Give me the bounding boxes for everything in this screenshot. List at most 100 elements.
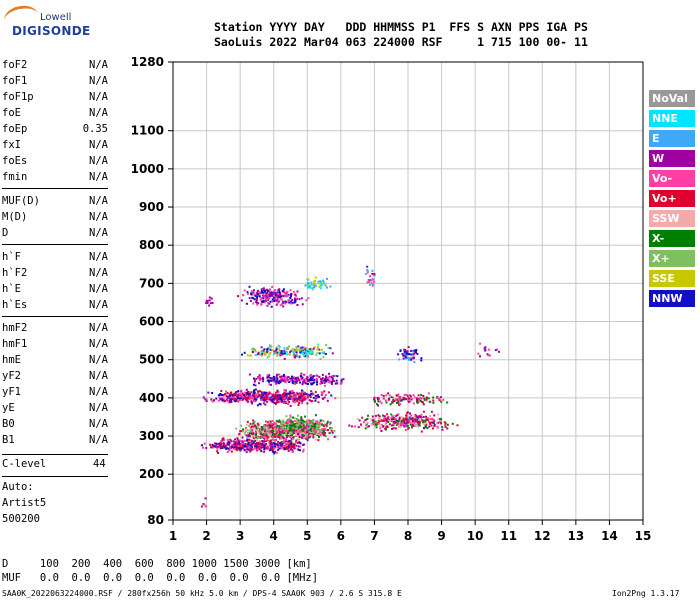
- data-point: [276, 351, 279, 354]
- data-point: [416, 352, 419, 355]
- data-point: [274, 394, 277, 396]
- logo-company: Lowell: [40, 12, 72, 23]
- data-point: [220, 445, 223, 448]
- data-point: [330, 429, 333, 432]
- data-point: [298, 421, 301, 424]
- data-point: [252, 440, 255, 443]
- data-point: [329, 380, 331, 383]
- x-tick-label: 10: [467, 529, 484, 543]
- x-tick-label: 14: [601, 529, 618, 543]
- data-point: [242, 294, 244, 297]
- param-name: yF1: [2, 386, 21, 398]
- data-point: [327, 346, 330, 349]
- param-value: N/A: [89, 107, 108, 119]
- data-point: [399, 349, 402, 352]
- data-point: [410, 420, 412, 423]
- data-point: [286, 376, 289, 379]
- param-value: N/A: [89, 251, 108, 263]
- data-point: [293, 428, 296, 431]
- data-point: [321, 377, 324, 380]
- data-point: [247, 395, 250, 398]
- data-point: [402, 417, 405, 420]
- data-point: [218, 442, 221, 445]
- data-point: [275, 349, 278, 352]
- data-point: [403, 421, 405, 423]
- data-point: [306, 380, 309, 383]
- param-value: N/A: [89, 386, 108, 398]
- data-point: [385, 394, 388, 397]
- data-point: [305, 350, 308, 353]
- data-point: [269, 422, 272, 425]
- data-point: [362, 421, 365, 424]
- data-point: [300, 419, 303, 422]
- param-name: yF2: [2, 370, 21, 382]
- separator: [2, 188, 108, 189]
- data-point: [275, 299, 278, 302]
- data-point: [296, 430, 299, 433]
- data-point: [311, 287, 313, 290]
- data-point: [417, 394, 420, 397]
- data-point: [304, 421, 307, 424]
- data-point: [222, 445, 225, 448]
- data-point: [271, 285, 274, 288]
- data-point: [223, 398, 225, 401]
- data-point: [293, 447, 296, 450]
- data-point: [230, 450, 233, 453]
- data-point: [306, 436, 308, 439]
- data-point: [379, 400, 382, 403]
- data-point: [425, 423, 428, 426]
- data-point: [260, 446, 263, 449]
- data-point: [234, 438, 237, 441]
- param-name: hmF2: [2, 322, 28, 334]
- data-point: [293, 383, 296, 385]
- data-point: [294, 377, 297, 380]
- data-point: [403, 393, 406, 396]
- data-point: [249, 448, 252, 451]
- data-point: [242, 430, 244, 433]
- data-point: [307, 436, 310, 439]
- param-name: hmF1: [2, 338, 28, 350]
- data-point: [257, 302, 260, 305]
- data-point: [429, 418, 432, 421]
- data-point: [408, 416, 411, 419]
- data-point: [269, 398, 272, 401]
- data-point: [437, 413, 440, 416]
- data-point: [299, 347, 302, 349]
- data-point: [269, 379, 272, 382]
- data-point: [241, 398, 244, 401]
- data-point: [271, 397, 274, 400]
- data-point: [280, 352, 283, 355]
- x-tick-label: 3: [236, 529, 244, 543]
- data-point: [296, 400, 299, 403]
- data-point: [415, 421, 418, 424]
- data-point: [257, 442, 260, 445]
- data-point: [250, 293, 253, 296]
- data-point: [420, 357, 423, 360]
- data-point: [222, 437, 225, 440]
- data-point: [253, 349, 256, 352]
- data-point: [317, 439, 320, 442]
- data-point: [202, 446, 204, 449]
- data-point: [392, 396, 395, 399]
- data-point: [288, 299, 291, 302]
- data-point: [319, 382, 322, 385]
- data-point: [321, 351, 324, 354]
- data-point: [288, 435, 291, 438]
- data-point: [390, 396, 393, 399]
- data-point: [240, 447, 243, 450]
- data-point: [368, 283, 371, 286]
- param-name: h`Es: [2, 299, 28, 311]
- data-point: [317, 343, 320, 346]
- param-value: N/A: [89, 402, 108, 414]
- data-point: [249, 442, 252, 445]
- data-point: [281, 352, 284, 355]
- data-point: [296, 376, 298, 379]
- data-point: [405, 398, 407, 401]
- data-point: [266, 400, 269, 403]
- data-point: [221, 397, 224, 400]
- data-point: [248, 432, 251, 435]
- data-point: [265, 427, 268, 430]
- data-point: [211, 392, 214, 394]
- data-point: [424, 399, 427, 402]
- data-point: [242, 447, 245, 450]
